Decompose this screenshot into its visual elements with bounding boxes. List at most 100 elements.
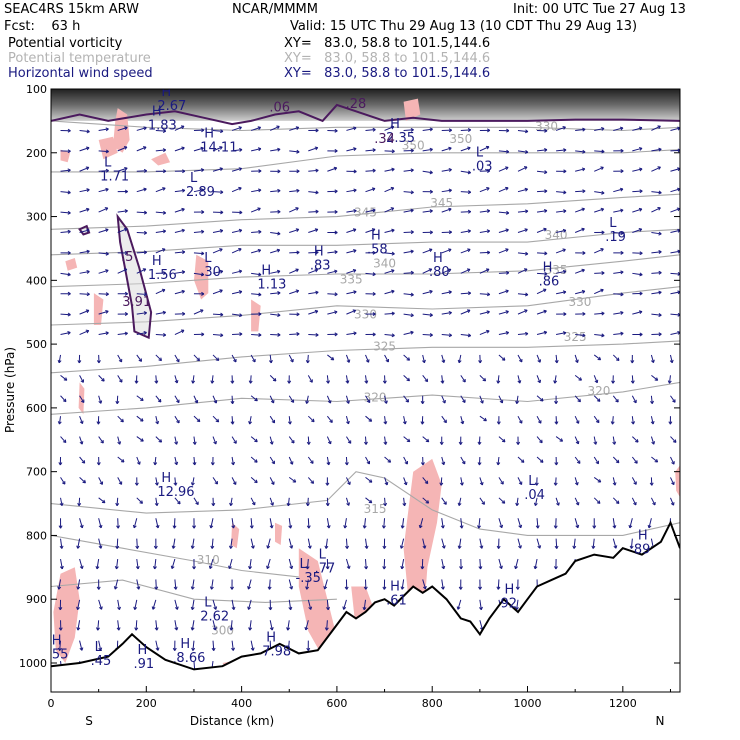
- wind-arrow: [153, 538, 158, 549]
- wind-arrow: [59, 558, 64, 570]
- wind-arrow: [422, 248, 433, 254]
- wind-arrow: [212, 210, 224, 215]
- wind-arrow: [594, 190, 605, 195]
- wind-arrow: [594, 166, 604, 172]
- wind-arrow: [613, 169, 624, 174]
- wind-arrow: [193, 332, 205, 337]
- wind-arrow: [498, 395, 504, 404]
- wind-arrow: [535, 518, 540, 529]
- wind-arrow: [591, 538, 596, 549]
- wind-arrow: [384, 167, 395, 172]
- theta-contour-350: [51, 149, 680, 173]
- wind-arrow: [422, 375, 429, 383]
- wind-arrow: [307, 415, 315, 423]
- wind-arrow: [173, 477, 178, 486]
- wind-arrow: [498, 310, 509, 315]
- wind-arrow: [58, 620, 63, 631]
- wind-arrow: [345, 416, 350, 425]
- wind-arrow: [250, 538, 255, 549]
- wind-arrow: [212, 620, 217, 631]
- wind-arrow: [517, 538, 522, 549]
- wind-arrow: [441, 456, 446, 466]
- y-tick-label: 300: [26, 211, 47, 224]
- wind-arrow: [555, 436, 564, 442]
- wind-arrow: [288, 599, 293, 611]
- wind-arrow: [250, 126, 262, 131]
- wind-arrow: [174, 311, 186, 316]
- wind-arrow: [422, 127, 433, 132]
- wind-arrow: [79, 415, 84, 425]
- wind-arrow: [269, 456, 275, 465]
- wind-arrow: [155, 169, 167, 174]
- wind-arrow: [174, 188, 186, 193]
- wind-arrow: [248, 620, 253, 631]
- wind-arrow: [308, 332, 319, 337]
- wind-arrow: [212, 190, 224, 195]
- wind-arrow: [269, 415, 276, 424]
- wind-arrow: [574, 497, 580, 506]
- y-tick-label: 200: [26, 147, 47, 160]
- wind-arrow: [498, 497, 506, 504]
- theta-label: 340: [373, 257, 396, 271]
- wind-arrow: [365, 395, 371, 404]
- wind-arrow: [498, 558, 503, 570]
- wind-arrow: [478, 559, 483, 570]
- wind-arrow: [173, 579, 178, 590]
- x-tick-label: 200: [136, 697, 157, 710]
- wind-arrow: [231, 640, 235, 651]
- theta-label: 325: [564, 330, 587, 344]
- wind-arrow: [113, 579, 119, 590]
- wind-arrow: [326, 375, 331, 384]
- wind-arrow: [324, 538, 329, 549]
- wind-arrow: [60, 331, 71, 336]
- wind-arrow: [345, 497, 350, 506]
- wind-arrow: [382, 579, 387, 590]
- wind-arrow: [613, 231, 624, 236]
- wind-arrow: [60, 128, 71, 133]
- wind-arrow: [533, 497, 538, 506]
- wind-arrow: [193, 291, 205, 296]
- wind-arrow: [400, 518, 405, 529]
- wind-arrow: [384, 207, 395, 213]
- wind-arrow: [250, 456, 258, 463]
- wind-arrow: [651, 374, 659, 381]
- wind-arrow: [193, 229, 205, 234]
- wind-arrow: [460, 309, 471, 315]
- wind-arrow: [212, 146, 223, 152]
- wind-arrow: [136, 579, 141, 590]
- wind-arrow: [229, 497, 234, 507]
- wind-arrow: [155, 416, 160, 425]
- wind-arrow: [593, 476, 602, 483]
- wind-arrow: [346, 126, 357, 131]
- wind-arrow: [346, 208, 357, 213]
- wind-arrow: [98, 292, 109, 297]
- wind-extremum-value: 7.98: [262, 644, 291, 659]
- wind-arrow: [345, 354, 351, 363]
- wind-arrow: [134, 477, 139, 486]
- wind-arrow: [250, 395, 258, 402]
- wind-arrow: [345, 538, 350, 549]
- wind-arrow: [152, 558, 157, 570]
- wind-arrow: [422, 209, 433, 214]
- wind-arrow: [288, 436, 295, 444]
- wind-arrow: [422, 436, 430, 443]
- wind-arrow: [79, 518, 84, 529]
- wind-arrow: [269, 375, 277, 382]
- wind-arrow: [403, 374, 410, 382]
- wind-arrow: [536, 309, 547, 315]
- wind-arrow: [98, 331, 109, 336]
- wind-arrow: [441, 207, 452, 213]
- wind-arrow: [115, 538, 120, 549]
- wind-arrow: [670, 290, 680, 295]
- wind-arrow: [96, 354, 101, 364]
- wind-arrow: [115, 395, 120, 405]
- wind-arrow: [670, 312, 680, 317]
- wind-arrow: [116, 620, 121, 631]
- wind-extremum-value: .61: [386, 593, 407, 608]
- wind-arrow: [460, 229, 471, 234]
- wind-arrow: [498, 354, 506, 361]
- wind-arrow: [323, 579, 328, 590]
- wind-arrow: [650, 436, 656, 445]
- wind-arrow: [403, 168, 414, 173]
- wind-arrow: [536, 354, 542, 363]
